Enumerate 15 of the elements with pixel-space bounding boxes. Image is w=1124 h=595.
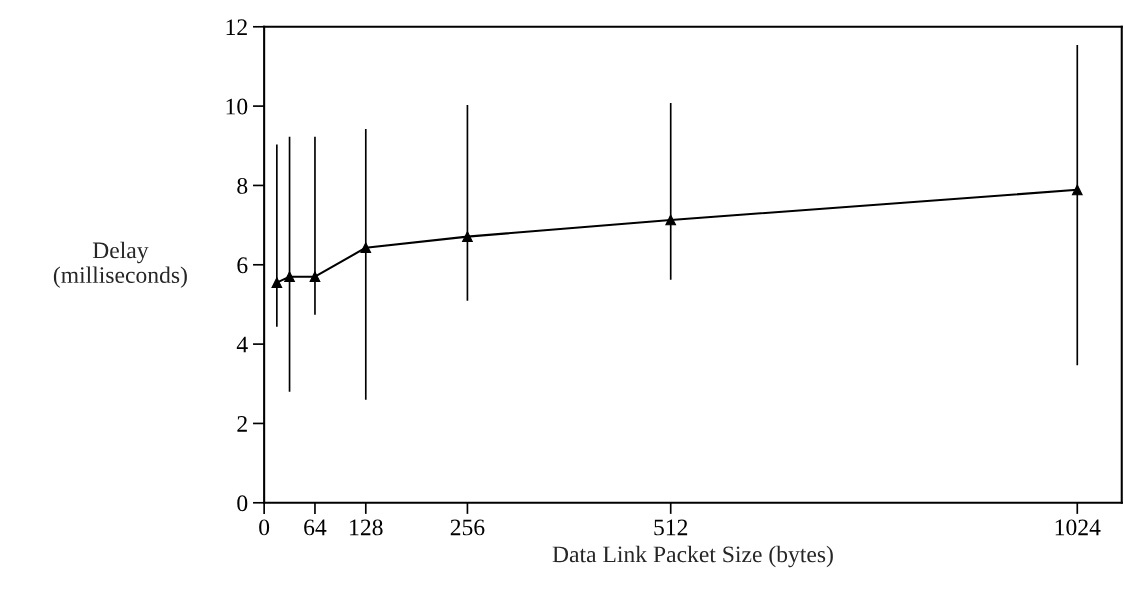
x-tick-label: 64 [304,519,327,536]
x-tick-label: 256 [450,519,485,536]
x-axis-title: Data Link Packet Size (bytes) [552,545,833,568]
y-tick-label: 2 [237,416,247,432]
y-tick-label: 6 [237,257,248,274]
y-tick-label: 4 [236,336,248,353]
x-tick-label: 512 [654,519,688,536]
x-tick-label: 0 [259,519,270,536]
y-tick-label: 0 [237,495,248,512]
x-tick-label: 128 [350,519,383,536]
y-tick-label: 8 [237,177,248,194]
x-tick-label: 1024 [1055,519,1101,536]
y-tick-label: 10 [226,98,248,115]
y-tick-label: 12 [226,19,247,35]
y-axis-title: Delay (milliseconds) [53,241,187,288]
